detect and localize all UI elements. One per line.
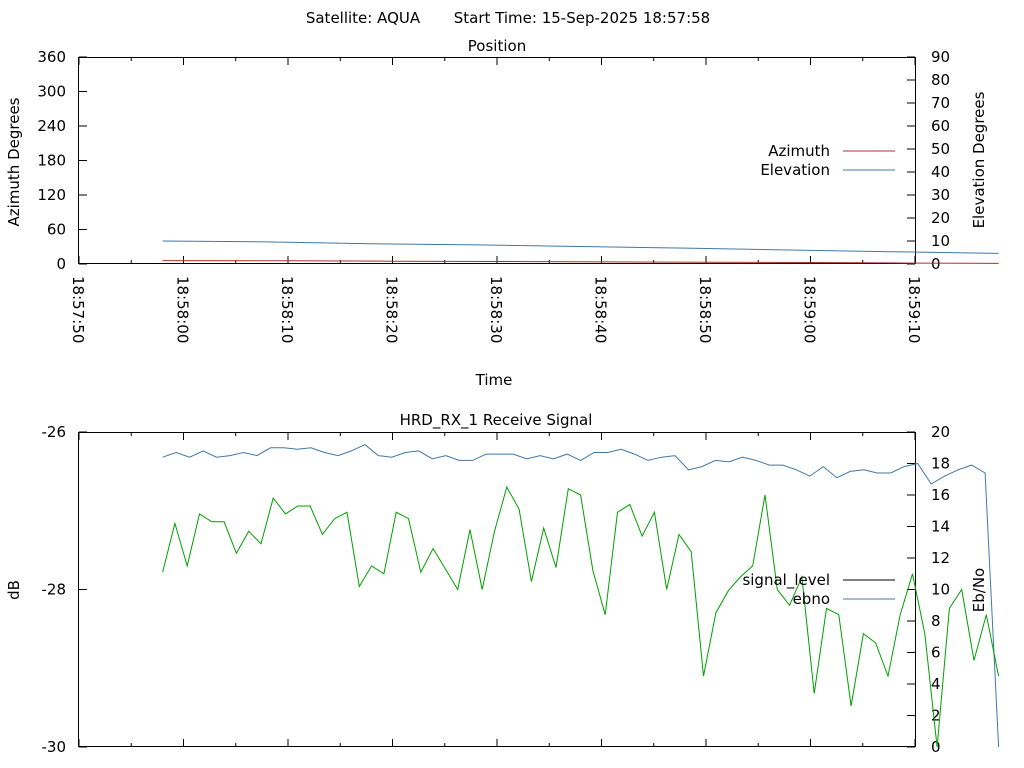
ebno-tick-label: 12 xyxy=(931,549,950,567)
elevation-tick-label: 10 xyxy=(931,232,950,250)
elevation-axis-ticks: 0 10 20 30 40 50 60 70 80 90 xyxy=(907,48,950,273)
elevation-axis-label: Elevation Degrees xyxy=(970,91,988,228)
position-x-tick-label: 18:58:10 xyxy=(278,276,296,343)
position-chart: Position 18:57:50 18:58:00 18:58:10 18:58:2… xyxy=(5,37,999,389)
ebno-tick-label: 16 xyxy=(931,486,950,504)
azimuth-line xyxy=(162,260,999,264)
position-x-tick-label: 18:58:30 xyxy=(487,276,505,343)
azimuth-axis-ticks: 0 60 120 180 240 300 360 xyxy=(37,48,87,273)
db-tick-label: -26 xyxy=(42,423,67,441)
position-legend: Azimuth Elevation xyxy=(760,142,895,179)
ebno-tick-label: 0 xyxy=(931,738,941,756)
position-x-tick-label: 18:58:50 xyxy=(696,276,714,343)
ebno-tick-label: 2 xyxy=(931,707,941,725)
start-time-label: Start Time: 15-Sep-2025 18:57:58 xyxy=(454,9,710,27)
signal-chart: HRD_RX_1 Receive Signal -30 -28 -26 0 2 4 6 8 1… xyxy=(5,411,1000,756)
ebno-axis-ticks: 0 2 4 6 8 10 12 14 16 18 20 xyxy=(907,423,950,756)
position-x-tick-label: 18:58:40 xyxy=(592,276,610,343)
db-tick-label: -28 xyxy=(42,581,67,599)
elevation-tick-label: 60 xyxy=(931,117,950,135)
azimuth-tick-label: 120 xyxy=(37,186,66,204)
ebno-tick-label: 6 xyxy=(931,644,941,662)
ebno-tick-label: 4 xyxy=(931,675,941,693)
position-series xyxy=(162,240,999,264)
elevation-tick-label: 20 xyxy=(931,209,950,227)
position-x-tick-label: 18:58:00 xyxy=(174,276,192,343)
db-axis-label: dB xyxy=(5,580,23,600)
elevation-tick-label: 80 xyxy=(931,71,950,89)
elevation-tick-label: 70 xyxy=(931,94,950,112)
db-axis-ticks: -30 -28 -26 xyxy=(42,423,87,756)
ebno-axis-label: Eb/No xyxy=(970,568,988,612)
legend-elevation-label: Elevation xyxy=(760,161,830,179)
signal-x-ticks xyxy=(78,432,916,747)
azimuth-tick-label: 0 xyxy=(56,255,66,273)
elevation-tick-label: 40 xyxy=(931,163,950,181)
azimuth-tick-label: 240 xyxy=(37,117,66,135)
legend-azimuth-label: Azimuth xyxy=(768,142,830,160)
position-title: Position xyxy=(468,37,526,55)
signal-series xyxy=(162,444,1000,748)
elevation-tick-label: 30 xyxy=(931,186,950,204)
position-x-ticks: 18:57:50 18:58:00 18:58:10 18:58:20 18:58:30… xyxy=(69,57,923,343)
ebno-tick-label: 20 xyxy=(931,423,950,441)
ebno-line xyxy=(162,444,1000,748)
ebno-tick-label: 10 xyxy=(931,581,950,599)
elevation-tick-label: 90 xyxy=(931,48,950,66)
azimuth-tick-label: 360 xyxy=(37,48,66,66)
signal-plot-frame xyxy=(78,432,916,747)
position-x-tick-label: 18:59:10 xyxy=(905,276,923,343)
db-tick-label: -30 xyxy=(42,738,67,756)
signal-legend: signal_level ebno xyxy=(742,571,895,608)
secondary-signal-line xyxy=(162,485,1000,748)
ebno-tick-label: 18 xyxy=(931,455,950,473)
satellite-label: Satellite: AQUA xyxy=(306,9,421,27)
elevation-tick-label: 50 xyxy=(931,140,950,158)
elevation-line xyxy=(162,240,999,254)
ebno-tick-label: 14 xyxy=(931,518,950,536)
legend-ebno-label: ebno xyxy=(793,590,830,608)
position-x-axis-label: Time xyxy=(475,371,513,389)
legend-signal-level-label: signal_level xyxy=(742,571,830,590)
azimuth-tick-label: 180 xyxy=(37,152,66,170)
ebno-tick-label: 8 xyxy=(931,612,941,630)
position-x-tick-label: 18:57:50 xyxy=(69,276,87,343)
azimuth-tick-label: 60 xyxy=(47,221,66,239)
position-x-tick-label: 18:58:20 xyxy=(383,276,401,343)
azimuth-axis-label: Azimuth Degrees xyxy=(5,97,23,226)
elevation-tick-label: 0 xyxy=(931,255,941,273)
position-x-tick-label: 18:59:00 xyxy=(801,276,819,343)
signal-title: HRD_RX_1 Receive Signal xyxy=(400,411,593,430)
azimuth-tick-label: 300 xyxy=(37,83,66,101)
